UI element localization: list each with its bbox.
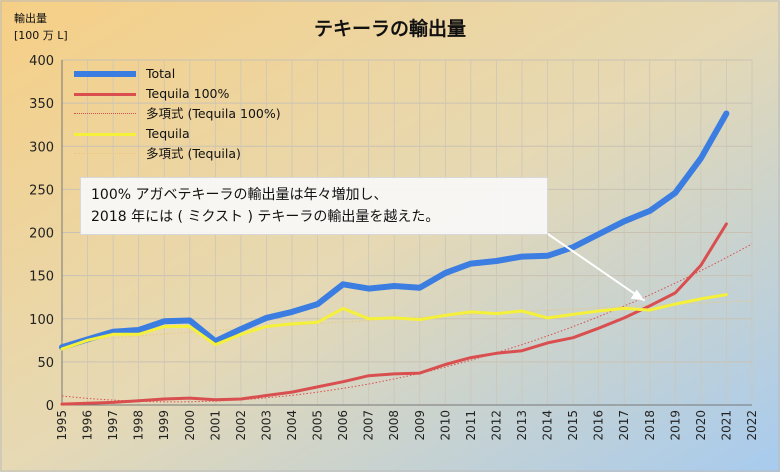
- y-tick-label: 300: [29, 140, 54, 155]
- annotation-arrow-shaft: [544, 231, 646, 302]
- x-tick-label: 2010: [438, 410, 452, 441]
- legend-label: 多項式 (Tequila): [146, 146, 241, 161]
- y-tick-label: 350: [29, 97, 54, 112]
- legend-swatch-trend-tequila-100: [74, 113, 136, 114]
- x-tick-label: 2021: [719, 410, 733, 441]
- series-line-total: [59, 110, 730, 351]
- annotation-line1: 100% アガベテキーラの輸出量は年々増加し、: [91, 187, 388, 203]
- x-tick-label: 2017: [617, 410, 631, 441]
- x-tick-label: 1995: [55, 410, 69, 441]
- x-tick-label: 2012: [489, 410, 503, 441]
- x-tick-label: 2003: [259, 410, 273, 441]
- x-tick-label: 2018: [643, 410, 657, 441]
- y-tick-label: 0: [46, 399, 54, 414]
- trendline-tequila-100-: [61, 243, 753, 403]
- x-tick-label: 2016: [592, 410, 606, 441]
- x-tick-label: 2011: [464, 410, 478, 441]
- x-tick-label: 2013: [515, 410, 529, 441]
- x-tick-label: 1997: [106, 410, 120, 441]
- annotation-arrow-head: [630, 289, 645, 301]
- annotation-box: 100% アガベテキーラの輸出量は年々増加し、 2018 年には ( ミクスト …: [80, 177, 548, 235]
- legend-label: Tequila: [146, 126, 190, 141]
- y-unit-line1: 輸出量: [14, 12, 47, 25]
- x-tick-label: 2009: [413, 410, 427, 441]
- x-tick-label: 2015: [566, 410, 580, 441]
- legend-swatch-trend-tequila: [74, 153, 136, 154]
- x-tick-label: 2002: [234, 410, 248, 441]
- y-unit-line2: [100 万 L]: [14, 29, 68, 42]
- x-tick-label: 2007: [362, 410, 376, 441]
- legend-label: 多項式 (Tequila 100%): [146, 106, 281, 121]
- y-tick-label: 100: [29, 313, 54, 328]
- x-tick-label: 2014: [541, 410, 555, 441]
- x-tick-label: 2020: [694, 410, 708, 441]
- x-tick-label: 2008: [387, 410, 401, 441]
- x-tick-label: 2001: [208, 410, 222, 441]
- x-tick-label: 1999: [157, 410, 171, 441]
- legend-swatch-tequila-100: [74, 93, 136, 96]
- x-tick-label: 1998: [132, 410, 146, 441]
- annotation-line2: 2018 年には ( ミクスト ) テキーラの輸出量を越えた。: [91, 209, 440, 225]
- x-tick-label: 2019: [668, 410, 682, 441]
- y-tick-label: 200: [29, 227, 54, 242]
- legend-swatch-tequila: [74, 133, 136, 136]
- legend-label: Tequila 100%: [146, 86, 230, 101]
- series-line-tequila-100-: [60, 222, 728, 406]
- x-tick-label: 2000: [183, 410, 197, 441]
- x-tick-label: 2022: [745, 410, 759, 441]
- x-tick-label: 2004: [285, 410, 299, 441]
- x-tick-label: 2005: [311, 410, 325, 441]
- series-line-tequila: [60, 293, 728, 351]
- legend-label: Total: [146, 66, 176, 81]
- y-tick-label: 150: [29, 270, 54, 285]
- x-tick-label: 1996: [81, 410, 95, 441]
- legend-swatch-total: [74, 71, 136, 77]
- chart-title: テキーラの輸出量: [313, 18, 466, 40]
- y-tick-label: 50: [37, 356, 54, 371]
- x-tick-label: 2006: [336, 410, 350, 441]
- y-tick-label: 250: [29, 183, 54, 198]
- y-tick-label: 400: [29, 54, 54, 69]
